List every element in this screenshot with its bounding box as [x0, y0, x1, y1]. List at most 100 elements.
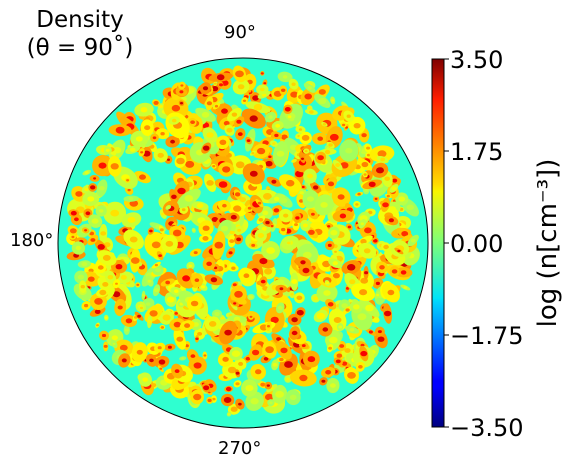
- density-clump-core: [84, 171, 89, 175]
- density-clump-core: [202, 236, 209, 241]
- density-clump-core: [237, 84, 245, 90]
- density-clump-core: [137, 314, 142, 318]
- density-clump-core: [283, 213, 289, 218]
- density-clump-core: [302, 251, 312, 259]
- density-clump-core: [235, 161, 245, 169]
- density-clump-core: [142, 377, 148, 382]
- density-clump-core: [165, 280, 171, 285]
- density-clump-core: [91, 218, 99, 224]
- density-clump-core: [222, 166, 231, 173]
- density-clump-core: [313, 296, 319, 301]
- density-clump-core: [250, 398, 259, 405]
- density-clump-core: [202, 145, 210, 151]
- density-clump-core: [265, 393, 274, 401]
- density-clump-core: [149, 229, 153, 233]
- colorbar-tick-label: 3.50: [450, 46, 503, 74]
- density-clump-core: [212, 397, 216, 401]
- density-heatmap: [58, 58, 428, 428]
- density-clump-core: [167, 345, 172, 349]
- density-clump-core: [275, 123, 281, 128]
- angle-label-180: 180°: [10, 230, 54, 251]
- density-clump-core: [398, 196, 406, 202]
- density-clump-core: [230, 406, 238, 412]
- density-clump-core: [223, 121, 230, 126]
- density-clump-core: [203, 354, 207, 357]
- density-clump-core: [265, 220, 270, 225]
- density-clump-core: [287, 115, 292, 119]
- density-clump-core: [237, 132, 243, 137]
- density-clump-core: [260, 72, 264, 75]
- density-clump-core: [252, 349, 260, 356]
- density-clump-core: [111, 335, 118, 341]
- density-clump-core: [97, 265, 104, 270]
- density-clump-core: [346, 114, 351, 118]
- density-clump-core: [270, 316, 279, 324]
- density-clump-core: [368, 330, 373, 334]
- density-clump-core: [328, 143, 333, 147]
- density-clump-core: [233, 302, 237, 305]
- density-clump-core: [110, 209, 120, 217]
- density-clump-core: [327, 225, 331, 228]
- density-clump-core: [171, 194, 177, 199]
- density-clump-core: [212, 165, 216, 168]
- density-clump-core: [181, 208, 186, 212]
- angle-label-270: 270°: [218, 438, 262, 459]
- density-clump-core: [257, 147, 266, 155]
- density-clump-core: [376, 167, 384, 174]
- density-clump-core: [322, 123, 327, 126]
- density-clump-core: [357, 313, 367, 321]
- density-clump-core: [174, 312, 178, 315]
- density-clump-core: [158, 359, 166, 365]
- density-clump-core: [289, 144, 297, 150]
- density-clump-core: [224, 329, 232, 336]
- density-clump-core: [165, 240, 174, 247]
- density-clump-core: [364, 189, 369, 193]
- density-clump-core: [260, 382, 266, 387]
- density-clump-core: [295, 170, 304, 178]
- density-clump-core: [214, 241, 224, 249]
- density-clump-core: [321, 379, 326, 383]
- density-clump-core: [157, 152, 164, 158]
- density-clump-core: [291, 279, 298, 284]
- density-clump-core: [364, 271, 369, 275]
- density-clump-core: [74, 217, 79, 222]
- density-clump-core: [202, 225, 210, 231]
- density-clump-core: [184, 323, 191, 328]
- density-clump-core: [265, 160, 273, 167]
- density-clump-core: [249, 115, 258, 122]
- density-clump-core: [176, 157, 185, 165]
- density-clump-core: [193, 393, 202, 401]
- density-clump-core: [71, 235, 75, 239]
- density-clump-core: [142, 294, 145, 297]
- density-clump-core: [195, 337, 199, 341]
- density-clump-core: [70, 210, 77, 216]
- colorbar: [431, 58, 445, 428]
- density-clump-core: [330, 383, 336, 388]
- density-clump-core: [159, 105, 164, 108]
- density-clump-core: [296, 309, 304, 316]
- density-clump-core: [230, 214, 237, 220]
- density-clump-core: [391, 269, 398, 274]
- density-clump-core: [276, 337, 282, 341]
- colorbar-ticks: 3.50 1.75 0.00 −1.75 −3.50: [444, 46, 524, 442]
- density-clump-core: [307, 196, 314, 202]
- density-clump-core: [110, 163, 119, 170]
- density-clump-core: [149, 358, 154, 363]
- polar-disk-outline: [57, 57, 429, 429]
- density-clump-core: [185, 160, 195, 168]
- density-clump-core: [87, 196, 95, 202]
- density-clump-core: [87, 276, 95, 282]
- density-clump-core: [337, 194, 345, 200]
- density-clump-core: [388, 218, 394, 223]
- density-clump-core: [89, 231, 95, 236]
- density-clump-core: [237, 228, 242, 232]
- density-clump-core: [357, 192, 361, 196]
- density-clump-core: [263, 357, 269, 361]
- density-clump-core: [363, 248, 371, 254]
- density-clump-core: [358, 365, 363, 369]
- density-clump-core: [328, 346, 332, 350]
- density-clump-core: [307, 356, 316, 363]
- density-clump-core: [139, 306, 144, 310]
- density-clump-core: [290, 293, 294, 296]
- density-clump-core: [267, 325, 270, 328]
